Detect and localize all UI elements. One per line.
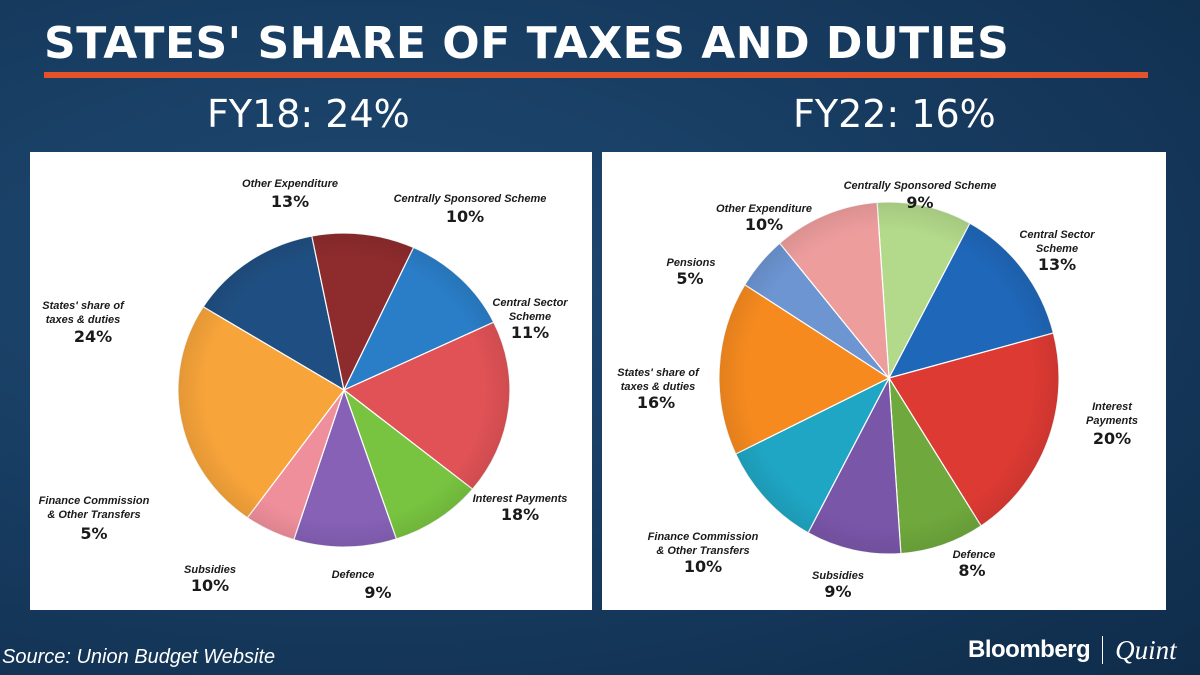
chart-title-fy22: FY22: 16% [793, 92, 996, 136]
brand-name: Bloomberg [968, 636, 1091, 663]
slice-value-states-share-of-taxes-duties: 24% [74, 327, 112, 346]
slice-value-subsidies: 10% [191, 576, 229, 595]
slice-label-interest-payments: Interest Payments [1086, 401, 1138, 427]
slice-value-other-expenditure: 10% [745, 215, 783, 234]
title-underline [44, 72, 1148, 78]
slice-label-finance-commission-other-transfers: Finance Commission & Other Transfers [39, 495, 150, 521]
slice-label-centrally-sponsored-scheme: Centrally Sponsored Scheme [394, 193, 547, 205]
slice-value-interest-payments: 18% [501, 505, 539, 524]
slice-label-states-share-of-taxes-duties: States' share of taxes & duties [42, 300, 125, 326]
slice-label-pensions: Pensions [667, 257, 716, 269]
slice-value-other-expenditure: 13% [271, 192, 309, 211]
slice-value-defence: 8% [958, 561, 985, 580]
slice-value-pensions: 5% [676, 269, 703, 288]
slice-label-subsidies: Subsidies [812, 570, 864, 582]
slice-label-defence: Defence [953, 549, 996, 561]
pie-chart-fy18: Other Expenditure 13% Centrally Sponsored … [39, 178, 569, 602]
slice-value-interest-payments: 20% [1093, 429, 1131, 448]
slice-label-central-sector-scheme: Central Sector Scheme [1019, 229, 1095, 255]
slice-value-central-sector-scheme: 13% [1038, 255, 1076, 274]
slice-value-states-share-of-taxes-duties: 16% [637, 393, 675, 412]
slice-value-centrally-sponsored-scheme: 9% [906, 193, 933, 212]
brand-logo: Bloomberg Quint [968, 634, 1177, 666]
slice-label-defence: Defence [332, 569, 375, 581]
source-note: Source: Union Budget Website [2, 646, 276, 668]
chart-panel-fy22: Centrally Sponsored Scheme 9% Central Sect… [602, 152, 1166, 610]
slice-value-finance-commission-other-transfers: 5% [80, 524, 107, 543]
slice-label-centrally-sponsored-scheme: Centrally Sponsored Scheme [844, 180, 997, 192]
slice-label-states-share-of-taxes-duties: States' share of taxes & duties [617, 367, 700, 393]
slice-label-subsidies: Subsidies [184, 564, 236, 576]
chart-title-fy18: FY18: 24% [207, 92, 410, 136]
slice-value-finance-commission-other-transfers: 10% [684, 557, 722, 576]
slice-value-central-sector-scheme: 11% [511, 323, 549, 342]
chart-panel-fy18: Other Expenditure 13% Centrally Sponsored … [30, 152, 592, 610]
slice-value-centrally-sponsored-scheme: 10% [446, 207, 484, 226]
brand-separator [1102, 636, 1104, 664]
slice-label-other-expenditure: Other Expenditure [242, 178, 338, 190]
slice-label-interest-payments: Interest Payments [473, 493, 568, 505]
slice-value-subsidies: 9% [824, 582, 851, 601]
page-title: STATES' SHARE OF TAXES AND DUTIES [44, 18, 1010, 69]
slice-label-central-sector-scheme: Central Sector Scheme [492, 297, 568, 323]
slice-label-other-expenditure: Other Expenditure [716, 203, 812, 215]
slice-label-finance-commission-other-transfers: Finance Commission & Other Transfers [648, 531, 759, 557]
slice-value-defence: 9% [364, 583, 391, 602]
brand-sub: Quint [1115, 634, 1177, 665]
